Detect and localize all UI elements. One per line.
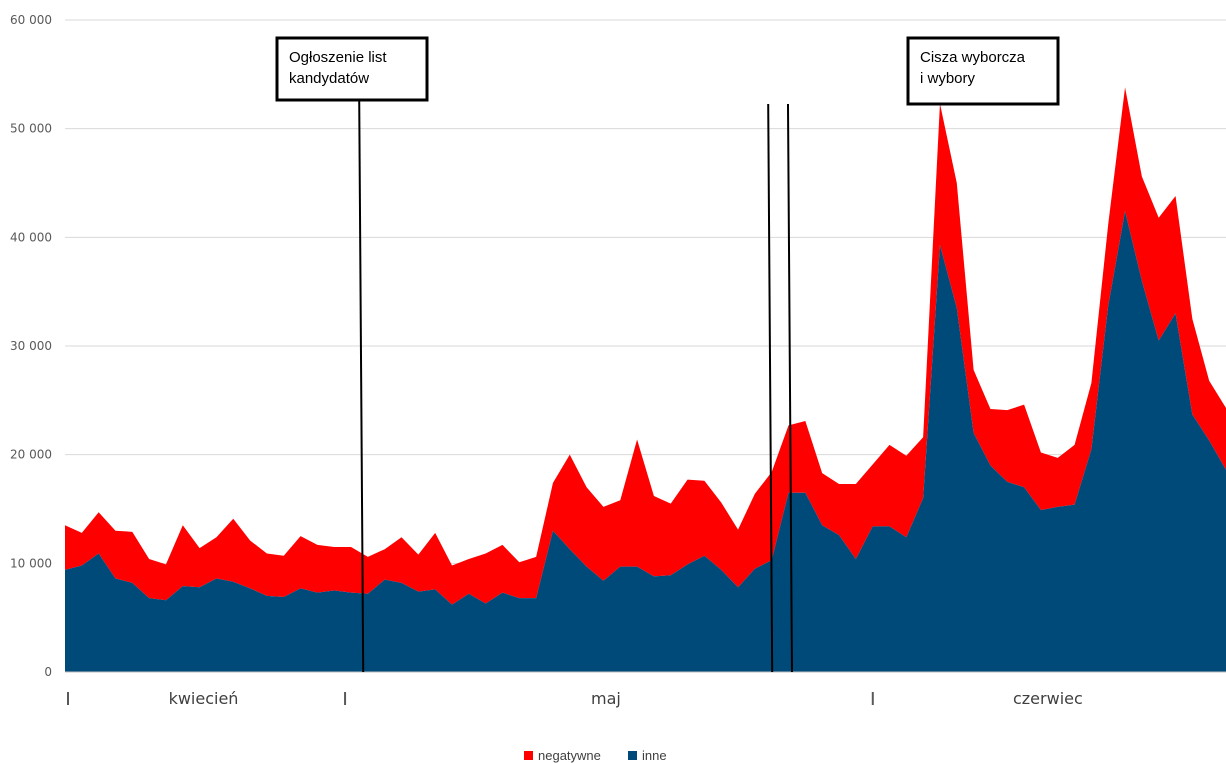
- x-axis-months: kwiecień maj czerwiec: [67, 689, 1083, 708]
- plot-areas: [65, 87, 1226, 672]
- y-tick-label: 30 000: [10, 339, 52, 353]
- annotation-box: [906, 36, 1060, 106]
- legend-label: inne: [642, 748, 667, 763]
- month-label: czerwiec: [1013, 689, 1083, 708]
- series-inne-area: [65, 211, 1226, 672]
- month-label: maj: [591, 689, 621, 708]
- month-label: kwiecień: [169, 689, 239, 708]
- legend: negatywne inne: [524, 748, 667, 763]
- annotation-text: kandydatów: [289, 70, 369, 87]
- legend-swatch: [524, 751, 533, 760]
- annotation-text: i wybory: [920, 70, 976, 87]
- legend-label: negatywne: [538, 748, 601, 763]
- annotation-text: Cisza wyborcza: [920, 49, 1026, 66]
- y-tick-label: 20 000: [10, 448, 52, 462]
- annotation-line: [786, 103, 793, 673]
- y-tick-label: 60 000: [10, 13, 52, 27]
- y-tick-label: 40 000: [10, 230, 52, 244]
- y-axis: 0 10 000 20 000 30 000 40 000 50 000 60 000: [10, 13, 52, 679]
- annotation-text: Ogłoszenie list: [289, 49, 387, 66]
- y-tick-label: 50 000: [10, 122, 52, 136]
- annotation-line: [358, 99, 365, 673]
- annotation-box: [275, 36, 429, 102]
- y-tick-label: 10 000: [10, 556, 52, 570]
- legend-swatch: [628, 751, 637, 760]
- series-negatywne-area: [65, 87, 1226, 605]
- y-tick-label: 0: [44, 665, 52, 679]
- annotations: Ogłoszenie list kandydatów Cisza wyborcza i…: [275, 36, 1060, 673]
- annotation-line: [767, 103, 774, 673]
